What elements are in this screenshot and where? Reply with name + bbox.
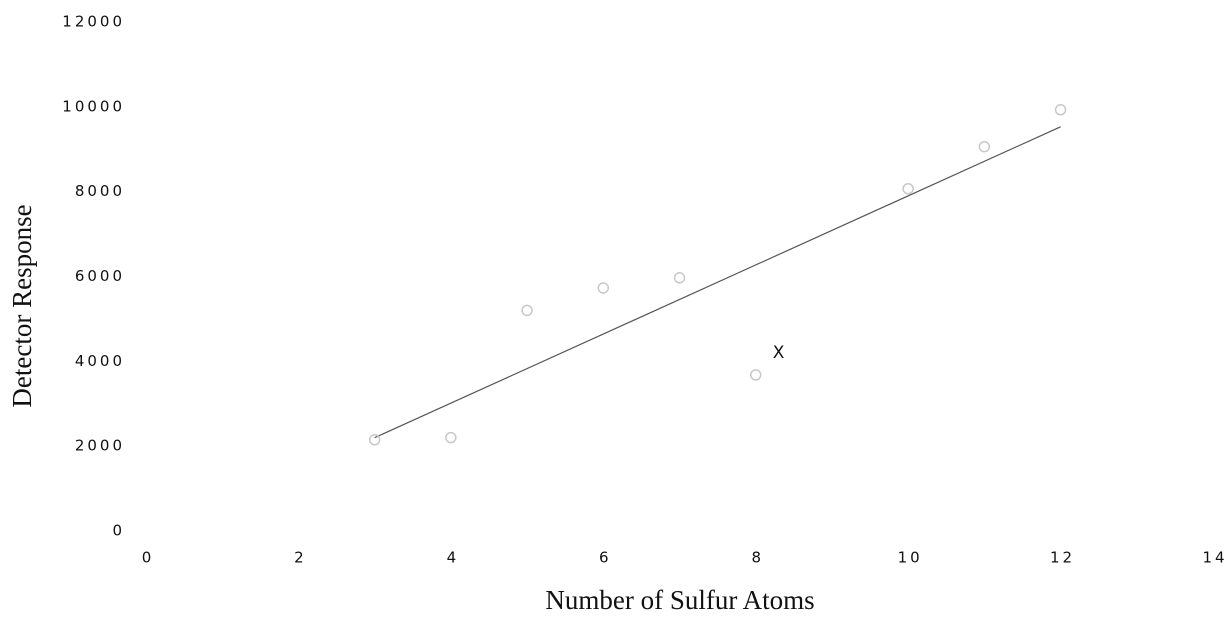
annotation: X — [773, 343, 785, 363]
x-tick-label: 2 — [294, 549, 307, 567]
x-tick-label: 14 — [1202, 549, 1227, 567]
point — [597, 282, 610, 294]
y-tick-label: 12000 — [62, 13, 125, 31]
x-tick-label: 10 — [898, 549, 923, 567]
x-tick-label: 6 — [599, 549, 612, 567]
y-tick-label: 10000 — [62, 97, 125, 115]
point — [1054, 104, 1067, 116]
x-tick-label: 8 — [751, 549, 764, 567]
point — [673, 272, 686, 284]
x-tick-label: 12 — [1050, 549, 1075, 567]
point — [978, 140, 991, 153]
trend-line — [374, 126, 1061, 439]
x-tick-label: 4 — [447, 549, 460, 567]
point — [902, 182, 914, 195]
x-tick-label: 0 — [142, 549, 155, 567]
y-tick-label: 2000 — [75, 437, 125, 455]
point — [445, 431, 457, 444]
y-tick-label: 0 — [112, 522, 125, 540]
point — [521, 304, 533, 317]
y-tick-label: 4000 — [75, 352, 125, 370]
y-tick-label: 8000 — [75, 182, 125, 200]
y-axis-title: Detector Response — [7, 204, 37, 407]
point — [749, 369, 762, 381]
y-tick-label: 6000 — [75, 267, 125, 285]
x-axis-title: Number of Sulfur Atoms — [545, 585, 814, 615]
point — [368, 434, 381, 446]
